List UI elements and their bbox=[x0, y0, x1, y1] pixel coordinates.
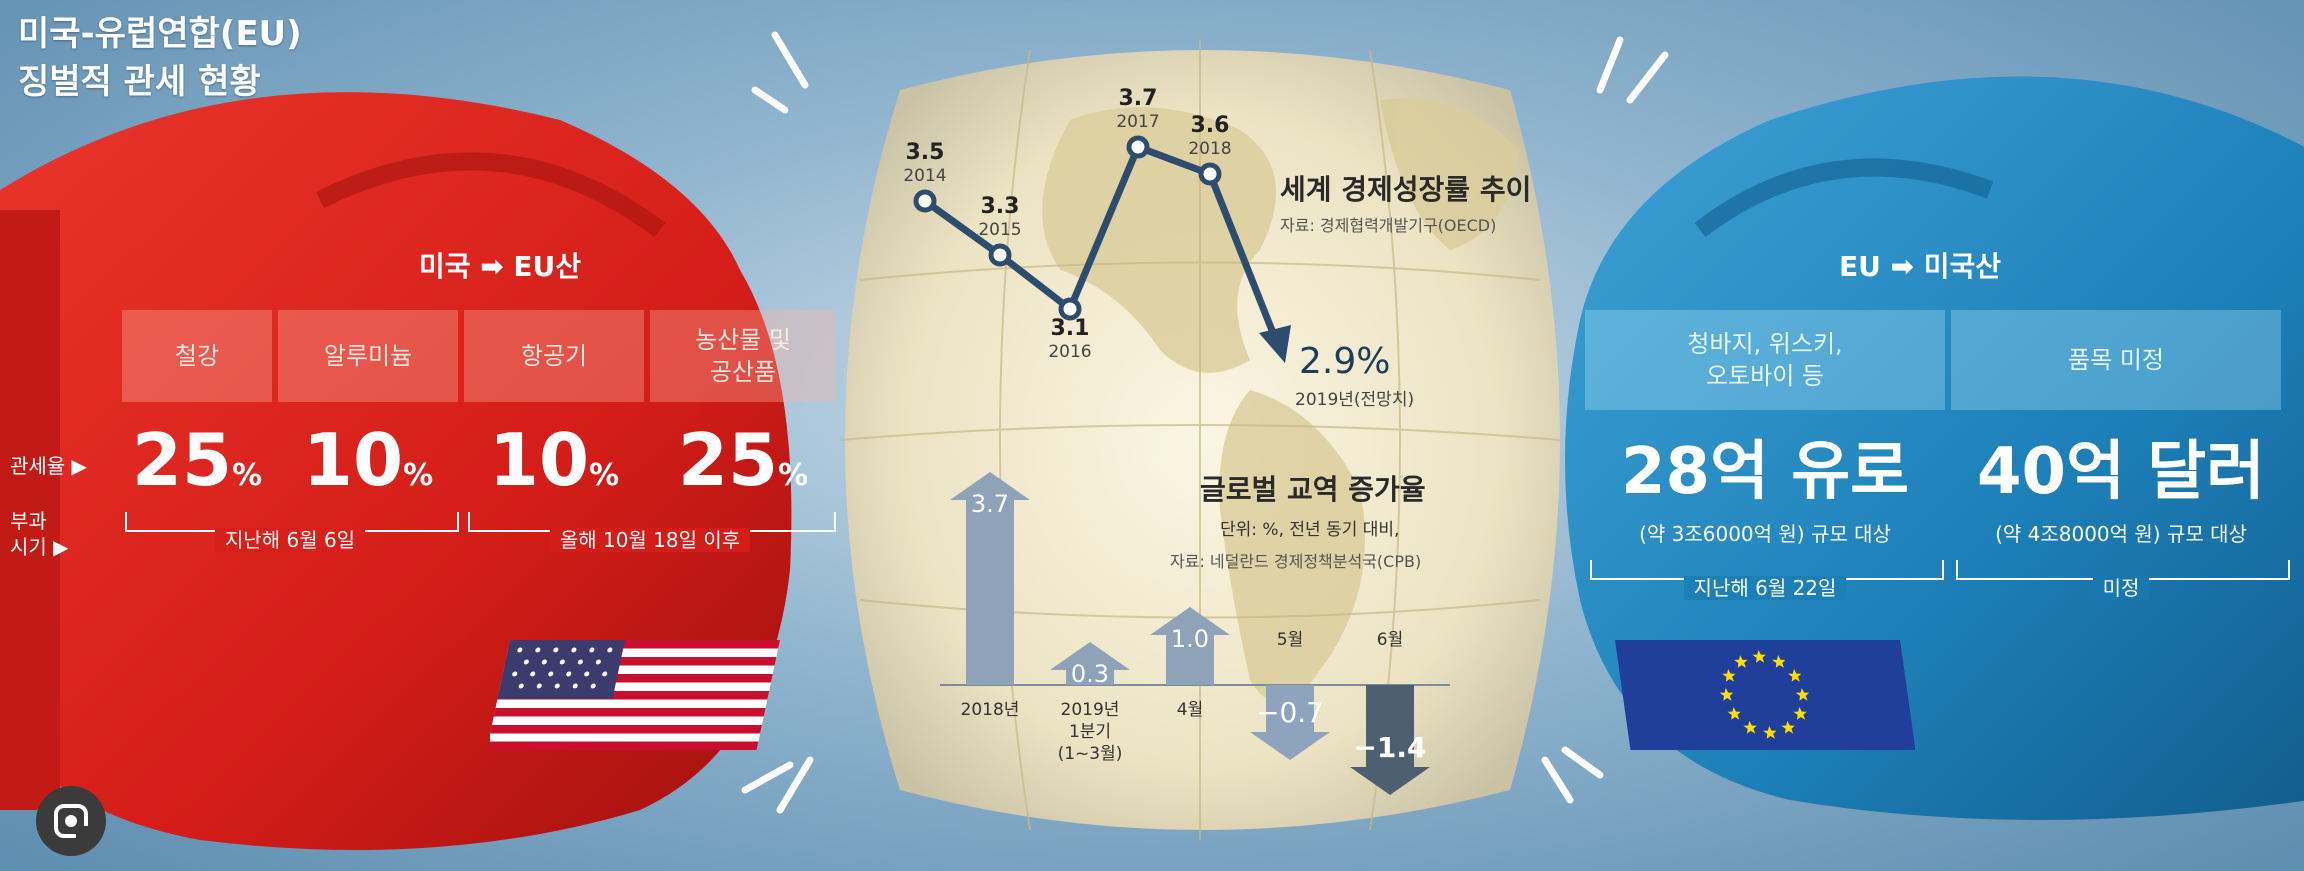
lens-search-icon[interactable] bbox=[36, 786, 106, 856]
growth-value-label: 3.7 bbox=[1119, 86, 1158, 111]
eu-star bbox=[1763, 726, 1777, 739]
us-product-aircraft: 항공기 bbox=[464, 310, 644, 402]
eu-star bbox=[1722, 669, 1736, 682]
trade-category-label: 2018년 bbox=[961, 700, 1020, 720]
growth-year-label: 2014 bbox=[903, 166, 946, 186]
trade-bar bbox=[1250, 685, 1330, 760]
blue-boxing-glove bbox=[1565, 76, 2304, 820]
eu-period1: 지난해 6월 22일 bbox=[1590, 572, 1940, 601]
eu-note-1: (약 3조6000억 원) 규모 대상 bbox=[1639, 522, 1891, 546]
growth-forecast-value: 2.9% bbox=[1299, 341, 1390, 382]
us-rate-aircraft: 10% bbox=[488, 418, 620, 502]
us-header: 미국 ➡ EU산 bbox=[418, 250, 582, 283]
eu-product-1: 청바지, 위스키, 오토바이 등 bbox=[1585, 310, 1945, 410]
eu-amount-1: 28억 유로 bbox=[1621, 435, 1909, 509]
eu-star bbox=[1788, 669, 1802, 682]
growth-line bbox=[922, 143, 1212, 313]
growth-point bbox=[1058, 297, 1082, 321]
us-product-aluminum: 알루미늄 bbox=[278, 310, 458, 402]
eu-header: EU ➡ 미국산 bbox=[1838, 250, 2002, 283]
trade-bar bbox=[1150, 607, 1230, 685]
trade-value-label: 0.3 bbox=[1071, 660, 1109, 688]
growth-value-label: 3.6 bbox=[1191, 113, 1230, 138]
infographic-title: 미국-유럽연합(EU) 징벌적 관세 현황 bbox=[18, 10, 302, 106]
eu-note-2: (약 4조8000억 원) 규모 대상 bbox=[1995, 522, 2247, 546]
us-product-steel: 철강 bbox=[122, 310, 272, 402]
growth-year-label: 2018 bbox=[1188, 139, 1231, 159]
trade-value-label: −0.7 bbox=[1256, 696, 1324, 729]
eu-star bbox=[1795, 688, 1810, 701]
rate-row-label: 관세율 ▶ bbox=[10, 454, 87, 478]
time-row-label: 부과 시기 ▶ bbox=[10, 509, 69, 559]
eu-star bbox=[1719, 688, 1734, 701]
trade-value-label: −1.4 bbox=[1353, 731, 1426, 764]
eu-star bbox=[1772, 655, 1786, 668]
us-period2: 올해 10월 18일 이후 bbox=[468, 524, 832, 553]
growth-point bbox=[913, 189, 937, 213]
trade-value-label: 3.7 bbox=[971, 490, 1009, 518]
growth-point bbox=[1198, 162, 1222, 186]
us-rate-agri: 25% bbox=[677, 418, 809, 502]
eu-star bbox=[1781, 720, 1795, 734]
growth-value-label: 3.1 bbox=[1051, 316, 1090, 341]
eu-star bbox=[1727, 707, 1741, 720]
eu-flag-icon bbox=[1615, 640, 1915, 750]
us-product-agri: 농산물 및 공산품 bbox=[650, 310, 836, 402]
title-line-2: 징벌적 관세 현황 bbox=[18, 62, 261, 102]
growth-arrow-head bbox=[1259, 325, 1291, 363]
eu-star bbox=[1752, 650, 1766, 663]
growth-chart-title: 세계 경제성장률 추이 bbox=[1280, 173, 1532, 206]
trade-category-label: 2019년 1분기 (1~3월) bbox=[1058, 700, 1123, 764]
trade-bar bbox=[950, 472, 1030, 685]
trade-category-label: 6월 bbox=[1377, 630, 1403, 650]
us-rate-aluminum: 10% bbox=[302, 418, 434, 502]
trade-chart-unit: 단위: %, 전년 동기 대비, bbox=[1220, 520, 1400, 540]
growth-chart-source: 자료: 경제협력개발기구(OECD) bbox=[1280, 216, 1497, 235]
eu-product-2: 품목 미정 bbox=[1951, 310, 2281, 410]
trade-bar bbox=[1350, 685, 1430, 795]
us-period1: 지난해 6월 6일 bbox=[125, 524, 455, 553]
eu-star bbox=[1734, 655, 1748, 668]
growth-value-label: 3.3 bbox=[981, 194, 1020, 219]
us-flag-icon bbox=[490, 640, 780, 750]
trade-chart-title: 글로벌 교역 증가율 bbox=[1200, 473, 1426, 506]
trade-chart-source: 자료: 네덜란드 경제정책분석국(CPB) bbox=[1170, 552, 1422, 571]
growth-forecast-segment bbox=[1206, 172, 1281, 345]
eu-period2: 미정 bbox=[1956, 572, 2286, 601]
growth-year-label: 2016 bbox=[1048, 342, 1091, 362]
eu-star bbox=[1793, 707, 1807, 720]
growth-forecast-label: 2019년(전망치) bbox=[1295, 390, 1414, 410]
growth-point bbox=[1126, 135, 1150, 159]
trade-category-label: 5월 bbox=[1277, 630, 1303, 650]
growth-year-label: 2015 bbox=[978, 220, 1021, 240]
eu-amount-2: 40억 달러 bbox=[1977, 435, 2265, 509]
trade-bar bbox=[1050, 642, 1130, 685]
us-rate-steel: 25% bbox=[131, 418, 263, 502]
trade-value-label: 1.0 bbox=[1171, 625, 1209, 653]
growth-value-label: 3.5 bbox=[906, 140, 945, 165]
eu-star bbox=[1743, 720, 1757, 734]
growth-point bbox=[988, 243, 1012, 267]
global-trade-bar-chart: 3.7 2018년 0.3 2019년 1분기 (1~3월) 1.0 4월 −0.7 5월 −1.4… bbox=[940, 472, 1450, 795]
growth-year-label: 2017 bbox=[1116, 112, 1159, 132]
trade-category-label: 4월 bbox=[1177, 700, 1203, 720]
title-line-1: 미국-유럽연합(EU) bbox=[18, 14, 302, 54]
